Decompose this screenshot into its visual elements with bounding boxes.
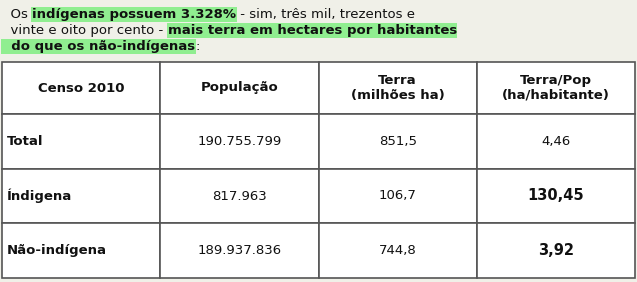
- Text: do que os não-indígenas: do que os não-indígenas: [2, 40, 195, 53]
- Text: 106,7: 106,7: [378, 190, 417, 202]
- Text: População: População: [201, 81, 278, 94]
- Text: Terra/Pop
(ha/habitante): Terra/Pop (ha/habitante): [502, 74, 610, 102]
- Bar: [2, 114, 161, 169]
- Text: vinte e oito por cento -: vinte e oito por cento -: [2, 24, 168, 37]
- Bar: [476, 62, 635, 114]
- Text: 744,8: 744,8: [379, 244, 417, 257]
- Text: 4,46: 4,46: [541, 135, 571, 148]
- Bar: [2, 223, 161, 278]
- Bar: [161, 223, 318, 278]
- Text: Não-indígena: Não-indígena: [7, 244, 107, 257]
- Bar: [318, 169, 476, 223]
- Bar: [318, 114, 476, 169]
- Text: 190.755.799: 190.755.799: [197, 135, 282, 148]
- Text: mais terra em hectares por habitantes: mais terra em hectares por habitantes: [168, 24, 457, 37]
- Bar: [476, 223, 635, 278]
- Bar: [318, 62, 476, 114]
- Text: Total: Total: [7, 135, 43, 148]
- Bar: [318, 223, 476, 278]
- Bar: [2, 62, 161, 114]
- Text: Terra
(milhões ha): Terra (milhões ha): [351, 74, 445, 102]
- Text: 189.937.836: 189.937.836: [197, 244, 282, 257]
- Text: 130,45: 130,45: [527, 188, 584, 204]
- Text: Censo 2010: Censo 2010: [38, 81, 124, 94]
- Bar: [161, 169, 318, 223]
- Text: - sim, três mil, trezentos e: - sim, três mil, trezentos e: [236, 8, 415, 21]
- Text: 817.963: 817.963: [212, 190, 267, 202]
- Bar: [2, 169, 161, 223]
- Text: 851,5: 851,5: [378, 135, 417, 148]
- Text: Índigena: Índigena: [7, 189, 72, 203]
- Text: indígenas possuem 3.328%: indígenas possuem 3.328%: [32, 8, 236, 21]
- Bar: [161, 114, 318, 169]
- Bar: [476, 114, 635, 169]
- Text: Os: Os: [2, 8, 32, 21]
- Bar: [161, 62, 318, 114]
- Bar: [476, 169, 635, 223]
- Text: :: :: [195, 40, 199, 53]
- Text: 3,92: 3,92: [538, 243, 574, 258]
